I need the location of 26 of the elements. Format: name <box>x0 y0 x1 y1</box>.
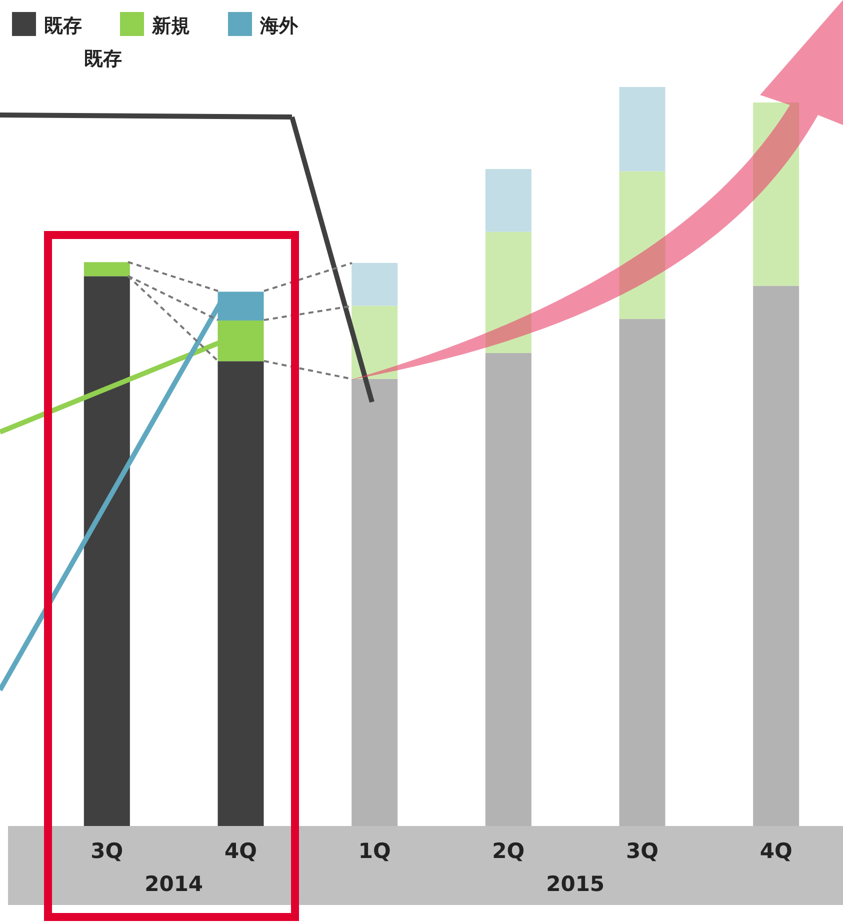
bar <box>84 262 130 276</box>
bar <box>352 306 398 379</box>
x-tick-label: 3Q <box>626 839 658 863</box>
text: 2014 <box>144 872 204 896</box>
bar <box>619 319 666 826</box>
bar <box>218 361 264 826</box>
bar <box>352 378 398 826</box>
bar <box>218 320 264 362</box>
bar <box>619 171 666 320</box>
x-tick-label: 3Q <box>90 839 124 863</box>
legend-label: 既存 <box>44 15 82 37</box>
x-tick-label: 2Q <box>492 839 525 863</box>
x-tick-label: 1Q <box>358 839 391 863</box>
x-tick-label: 4Q <box>760 839 792 863</box>
bar <box>485 353 532 826</box>
bar <box>753 102 800 286</box>
bar <box>84 276 130 826</box>
text: 既存 <box>84 48 122 70</box>
x-tick-label: 4Q <box>224 839 257 863</box>
bar <box>753 286 800 826</box>
bar <box>619 87 666 172</box>
legend-label: 海外 <box>259 15 299 37</box>
text: 2015 <box>546 872 605 896</box>
bar <box>485 169 532 232</box>
legend-label: 新規 <box>151 15 190 37</box>
bar <box>485 232 532 354</box>
